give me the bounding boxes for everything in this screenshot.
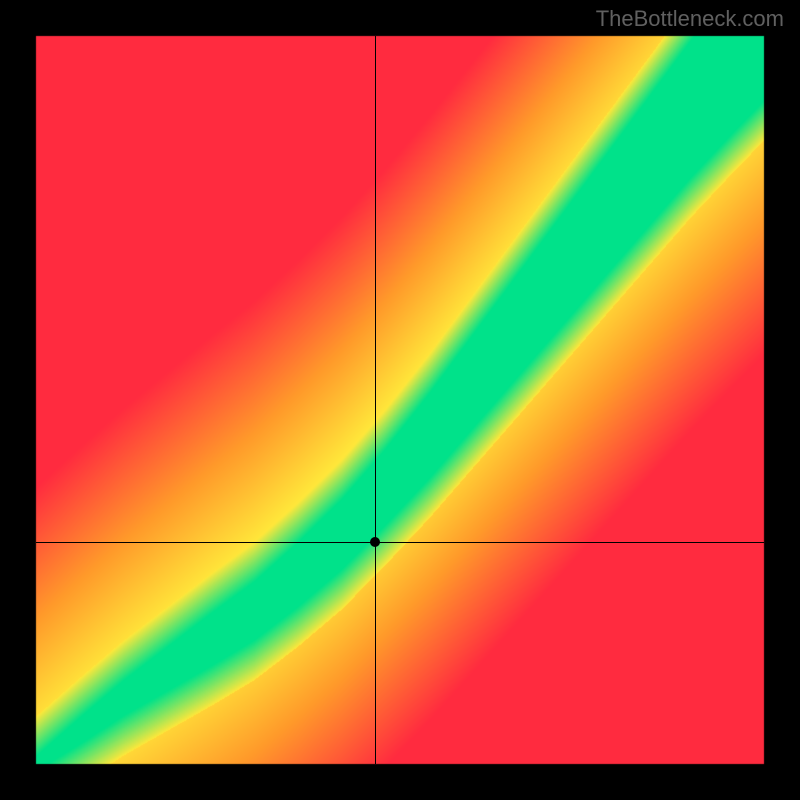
root-container: TheBottleneck.com — [0, 0, 800, 800]
heatmap-canvas — [0, 0, 800, 800]
watermark-text: TheBottleneck.com — [596, 6, 784, 32]
marker-point — [370, 537, 380, 547]
crosshair-horizontal — [36, 542, 764, 543]
crosshair-vertical — [375, 36, 376, 764]
